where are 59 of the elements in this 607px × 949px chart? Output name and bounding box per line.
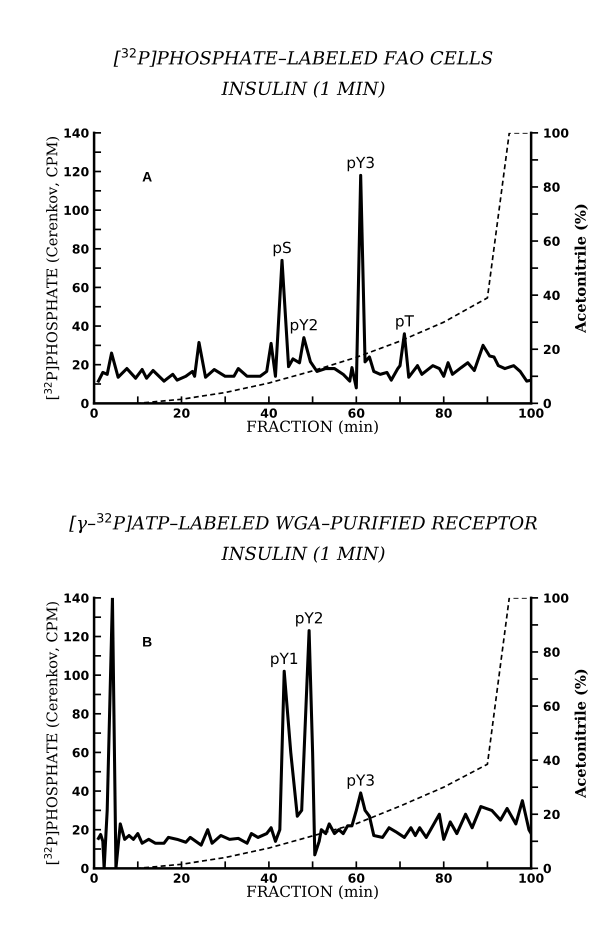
annotation: pY3 bbox=[348, 774, 374, 789]
y2-tick-label: 20 bbox=[544, 344, 560, 354]
y-tick-label: 120 bbox=[64, 632, 89, 642]
y-tick-label: 40 bbox=[72, 786, 89, 796]
x-tick-label: 60 bbox=[348, 873, 364, 883]
y-tick-label: 0 bbox=[81, 864, 89, 874]
annotation: B bbox=[143, 637, 152, 647]
y2-tick-label: 0 bbox=[544, 864, 552, 874]
chart-subtitle: INSULIN (1 MIN) bbox=[221, 81, 384, 98]
annotation: pS bbox=[274, 242, 291, 256]
y-tick-label: 80 bbox=[72, 709, 89, 719]
x-tick-label: 0 bbox=[90, 873, 98, 883]
y2-axis-title: Acetonitrile (%) bbox=[574, 670, 588, 798]
x-tick-label: 80 bbox=[436, 408, 452, 418]
y-tick-label: 20 bbox=[72, 360, 89, 370]
x-tick-label: 20 bbox=[174, 408, 190, 418]
y2-tick-label: 40 bbox=[543, 756, 560, 766]
y2-tick-label: 60 bbox=[544, 702, 560, 711]
y2-tick-label: 60 bbox=[544, 236, 560, 246]
y2-tick-label: 80 bbox=[544, 647, 560, 657]
x-tick-label: 40 bbox=[260, 408, 277, 418]
y-tick-label: 100 bbox=[64, 206, 89, 216]
y2-tick-label: 100 bbox=[544, 593, 568, 603]
y-tick-label: 140 bbox=[64, 593, 89, 603]
x-tick-label: 100 bbox=[519, 408, 544, 418]
y-tick-label: 60 bbox=[72, 748, 89, 758]
x-tick-label: 0 bbox=[90, 408, 98, 418]
y-tick-label: 0 bbox=[81, 398, 89, 408]
y-tick-label: 40 bbox=[72, 322, 89, 331]
annotation: A bbox=[142, 172, 152, 182]
chart-title: [$^{32}$P]PHOSPHATE–LABELED FAO CELLS bbox=[114, 48, 492, 67]
y-tick-label: 100 bbox=[64, 670, 89, 680]
y-tick-label: 120 bbox=[64, 166, 89, 176]
annotation: pY2 bbox=[290, 318, 317, 334]
chart-title: [γ–$^{32}$P]ATP–LABELED WGA–PURIFIED RECEPTOR bbox=[69, 513, 538, 534]
y-axis-title: [$^{32}$P]PHOSPHATE (Cerenkov, CPM) bbox=[44, 137, 60, 400]
x-tick-label: 40 bbox=[260, 873, 277, 883]
x-tick-label: 80 bbox=[436, 873, 452, 883]
y2-tick-label: 40 bbox=[543, 290, 560, 300]
x-axis-title: FRACTION (min) bbox=[246, 420, 378, 434]
annotation: pY3 bbox=[348, 156, 374, 172]
y-tick-label: 60 bbox=[72, 282, 89, 292]
y2-axis-title: Acetonitrile (%) bbox=[574, 204, 588, 333]
y-tick-label: 80 bbox=[72, 244, 89, 254]
chart-subtitle: INSULIN (1 MIN) bbox=[221, 546, 384, 563]
x-axis-title: FRACTION (min) bbox=[246, 885, 378, 900]
x-tick-label: 20 bbox=[174, 873, 190, 883]
x-tick-label: 100 bbox=[519, 873, 544, 883]
y-axis-title: [$^{32}$P]PHOSPHATE (Cerenkov, CPM) bbox=[44, 602, 60, 864]
annotation: pT bbox=[396, 315, 414, 330]
x-tick-label: 60 bbox=[348, 408, 364, 418]
y-tick-label: 140 bbox=[64, 128, 89, 138]
y2-tick-label: 0 bbox=[544, 398, 552, 408]
y2-tick-label: 80 bbox=[544, 182, 560, 192]
annotation: pY2 bbox=[296, 612, 322, 627]
y2-tick-label: 20 bbox=[544, 810, 560, 820]
y-tick-label: 20 bbox=[72, 825, 89, 835]
annotation: pY1 bbox=[271, 652, 298, 668]
y2-tick-label: 100 bbox=[544, 128, 568, 138]
